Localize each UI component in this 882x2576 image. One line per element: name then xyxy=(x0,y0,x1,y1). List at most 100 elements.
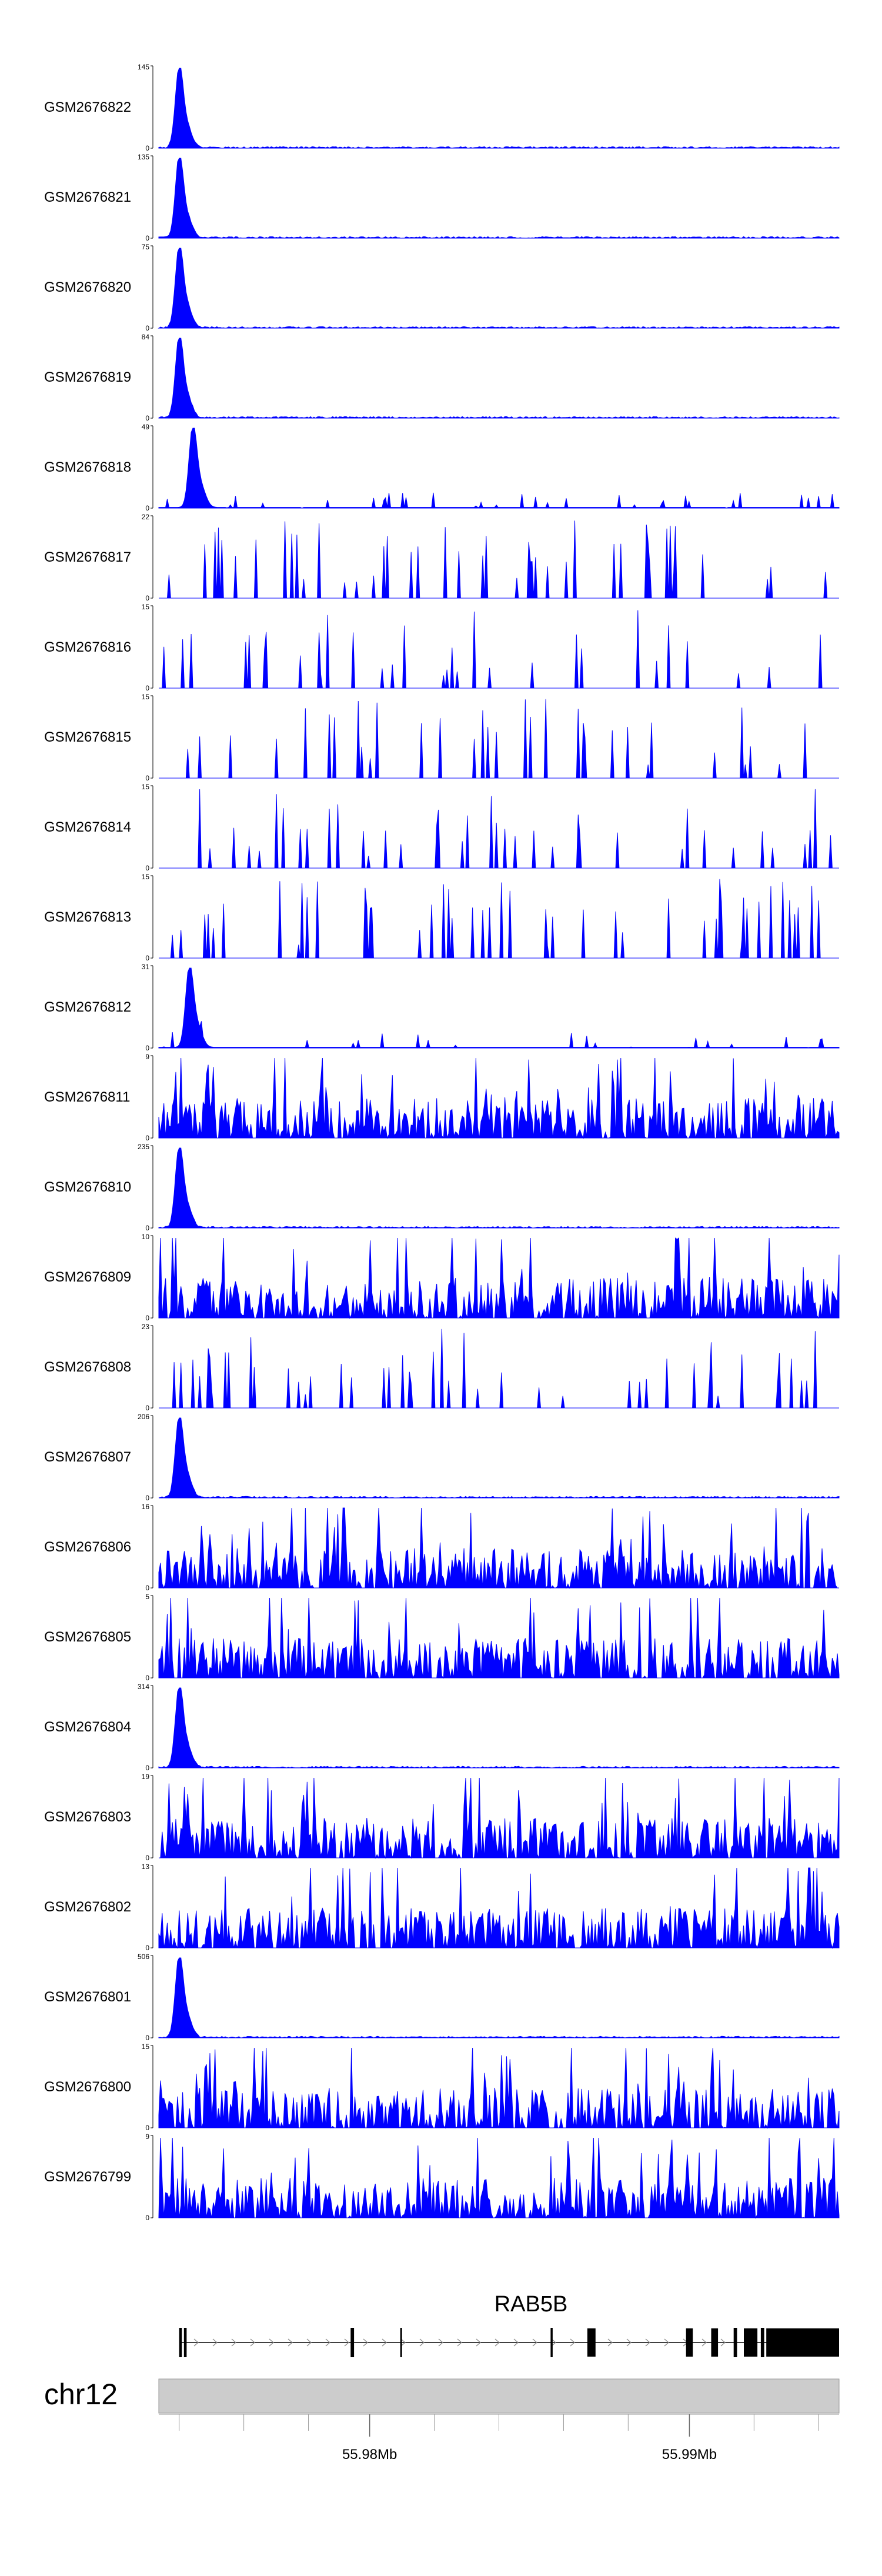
chromosome-ideogram xyxy=(158,2378,840,2414)
coverage-tracks: GSM26768221450GSM26768211350GSM267682075… xyxy=(44,63,840,2222)
coverage-area xyxy=(158,1417,840,1499)
gene-name-label: RAB5B xyxy=(495,2292,568,2317)
sample-label: GSM2676822 xyxy=(44,99,131,115)
strand-arrow xyxy=(720,2338,726,2347)
sample-label: GSM2676820 xyxy=(44,279,131,295)
y-min-label: 0 xyxy=(145,2124,149,2132)
y-max-label: 145 xyxy=(138,63,149,71)
strand-arrow xyxy=(438,2338,443,2347)
gene-exon xyxy=(733,2328,737,2357)
y-max-label: 15 xyxy=(142,603,150,611)
coverage-area xyxy=(158,1867,840,1949)
axis-tick-label: 55.98Mb xyxy=(342,2447,397,2462)
sample-label: GSM2676818 xyxy=(44,459,131,475)
strand-arrow xyxy=(400,2338,406,2347)
sample-label: GSM2676817 xyxy=(44,549,131,565)
coverage-track: GSM2676819 84 0 xyxy=(44,333,840,422)
y-min-label: 0 xyxy=(145,1494,149,1502)
y-max-label: 15 xyxy=(142,873,150,881)
coverage-track: GSM2676799 9 0 xyxy=(44,2133,840,2222)
strand-arrow xyxy=(664,2338,669,2347)
strand-arrow xyxy=(419,2338,425,2347)
coverage-area xyxy=(158,68,840,149)
coverage-track: GSM2676810 235 0 xyxy=(44,1143,840,1232)
y-max-label: 19 xyxy=(142,1773,150,1781)
sample-label: GSM2676809 xyxy=(44,1269,131,1285)
coverage-track: GSM2676818 49 0 xyxy=(44,423,840,512)
coverage-area xyxy=(158,1057,840,1139)
y-min-label: 0 xyxy=(145,2034,149,2042)
y-max-label: 15 xyxy=(142,693,150,701)
strand-arrow xyxy=(645,2338,650,2347)
y-min-label: 0 xyxy=(145,1044,149,1052)
coverage-track: GSM2676813 15 0 xyxy=(44,873,839,962)
coverage-track: GSM2676816 15 0 xyxy=(44,603,839,692)
coverage-track: GSM2676808 23 0 xyxy=(44,1323,839,1412)
strand-arrow xyxy=(495,2338,500,2347)
sample-label: GSM2676812 xyxy=(44,999,131,1015)
y-max-label: 31 xyxy=(142,963,150,971)
y-max-label: 235 xyxy=(138,1143,149,1151)
strand-arrow xyxy=(382,2338,387,2347)
y-min-label: 0 xyxy=(145,954,149,962)
strand-arrow xyxy=(193,2338,199,2347)
coverage-track: GSM2676815 15 0 xyxy=(44,693,839,782)
y-min-label: 0 xyxy=(145,1764,149,1772)
coverage-track: GSM2676812 31 0 xyxy=(44,963,840,1052)
strand-arrow xyxy=(250,2338,255,2347)
y-max-label: 15 xyxy=(142,783,150,791)
coverage-area xyxy=(158,2137,840,2219)
sample-label: GSM2676804 xyxy=(44,1719,131,1735)
y-min-label: 0 xyxy=(145,234,149,242)
gene-exon xyxy=(686,2328,693,2357)
y-max-label: 75 xyxy=(142,243,150,251)
sample-label: GSM2676803 xyxy=(44,1809,131,1825)
y-max-label: 10 xyxy=(142,1233,150,1241)
y-min-label: 0 xyxy=(145,684,149,692)
gene-exon xyxy=(744,2328,758,2357)
coverage-track: GSM2676803 19 0 xyxy=(44,1773,840,1862)
gene-exon xyxy=(711,2328,719,2357)
gene-exon xyxy=(760,2328,764,2357)
genome-axis-track: chr12 55.98Mb 55.99Mb xyxy=(44,2378,840,2462)
y-min-label: 0 xyxy=(145,774,149,782)
gene-exon xyxy=(550,2328,553,2357)
coverage-area xyxy=(158,1507,839,1589)
sample-label: GSM2676800 xyxy=(44,2079,131,2095)
coverage-area xyxy=(158,967,840,1049)
strand-arrow xyxy=(231,2338,236,2347)
coverage-track: GSM2676814 15 0 xyxy=(44,783,839,872)
sample-label: GSM2676811 xyxy=(44,1089,130,1105)
coverage-track: GSM2676805 5 0 xyxy=(44,1593,840,1682)
strand-arrow xyxy=(269,2338,274,2347)
coverage-area xyxy=(158,1597,840,1679)
y-max-label: 9 xyxy=(145,2133,149,2141)
coverage-area xyxy=(159,699,839,779)
coverage-track: GSM2676822 145 0 xyxy=(44,63,840,152)
gene-exon xyxy=(179,2328,182,2357)
axis-tick-label: 55.99Mb xyxy=(662,2447,717,2462)
strand-arrow xyxy=(457,2338,462,2347)
sample-label: GSM2676821 xyxy=(44,189,131,205)
coverage-area xyxy=(159,789,839,869)
coverage-area xyxy=(158,428,840,509)
y-min-label: 0 xyxy=(145,324,149,332)
y-max-label: 13 xyxy=(142,1863,150,1871)
coverage-area xyxy=(158,158,840,239)
strand-arrow xyxy=(513,2338,519,2347)
coverage-track: GSM2676809 10 0 xyxy=(44,1233,840,1322)
gene-exon xyxy=(350,2328,355,2357)
y-min-label: 0 xyxy=(145,1854,149,1862)
y-min-label: 0 xyxy=(145,2214,149,2222)
sample-label: GSM2676808 xyxy=(44,1359,131,1375)
y-max-label: 84 xyxy=(142,333,150,341)
sample-label: GSM2676806 xyxy=(44,1539,131,1555)
coverage-track: GSM2676804 314 0 xyxy=(44,1683,840,1772)
strand-arrow xyxy=(306,2338,312,2347)
y-max-label: 15 xyxy=(142,2043,150,2051)
strand-arrow xyxy=(551,2338,556,2347)
y-max-label: 506 xyxy=(138,1953,149,1961)
y-min-label: 0 xyxy=(145,1944,149,1952)
strand-arrow xyxy=(212,2338,218,2347)
